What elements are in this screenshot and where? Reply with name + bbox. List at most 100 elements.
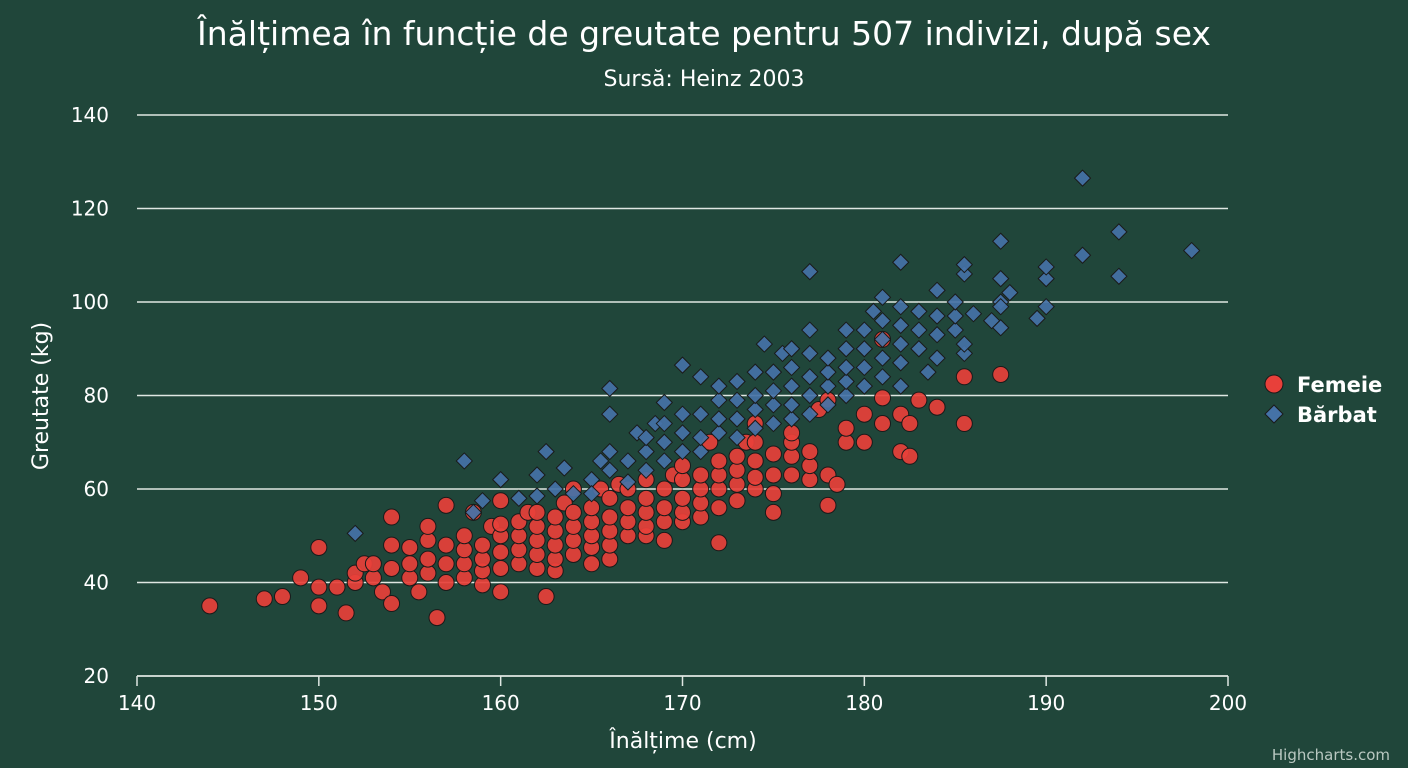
data-point-circle[interactable] (401, 538, 419, 556)
data-point-diamond[interactable] (755, 335, 774, 353)
data-point-diamond[interactable] (673, 405, 692, 423)
data-point-circle[interactable] (801, 443, 819, 461)
data-point-diamond[interactable] (1073, 246, 1092, 264)
data-point-diamond[interactable] (782, 396, 801, 414)
data-point-diamond[interactable] (673, 442, 692, 461)
data-point-circle[interactable] (928, 398, 946, 416)
data-point-circle[interactable] (310, 538, 328, 556)
data-point-diamond[interactable] (1110, 223, 1128, 241)
data-point-diamond[interactable] (564, 484, 583, 503)
data-point-diamond[interactable] (801, 321, 819, 339)
data-point-circle[interactable] (383, 595, 401, 613)
data-point-circle[interactable] (410, 583, 428, 601)
data-point-diamond[interactable] (728, 428, 746, 447)
data-point-diamond[interactable] (837, 372, 855, 391)
data-point-circle[interactable] (910, 391, 928, 409)
data-point-diamond[interactable] (891, 316, 910, 335)
data-point-circle[interactable] (955, 415, 973, 433)
data-point-diamond[interactable] (528, 487, 546, 505)
data-point-circle[interactable] (337, 604, 355, 622)
data-point-diamond[interactable] (764, 396, 783, 414)
data-point-diamond[interactable] (946, 321, 964, 339)
data-point-diamond[interactable] (928, 349, 946, 367)
data-point-diamond[interactable] (637, 428, 655, 447)
data-point-diamond[interactable] (992, 232, 1010, 250)
data-point-diamond[interactable] (728, 410, 746, 428)
data-point-diamond[interactable] (946, 307, 964, 325)
data-point-diamond[interactable] (928, 326, 946, 344)
data-point-diamond[interactable] (1001, 283, 1019, 302)
data-point-diamond[interactable] (819, 363, 837, 381)
data-point-circle[interactable] (674, 489, 691, 507)
data-point-circle[interactable] (419, 550, 437, 568)
data-point-diamond[interactable] (873, 368, 892, 386)
data-point-diamond[interactable] (601, 442, 619, 461)
data-point-diamond[interactable] (782, 377, 801, 395)
data-point-diamond[interactable] (910, 340, 928, 358)
data-point-diamond[interactable] (582, 484, 601, 503)
data-point-circle[interactable] (492, 559, 510, 577)
data-point-diamond[interactable] (710, 410, 728, 428)
data-point-diamond[interactable] (591, 452, 610, 470)
data-point-circle[interactable] (583, 555, 601, 573)
data-point-diamond[interactable] (782, 340, 801, 358)
data-point-diamond[interactable] (691, 368, 710, 386)
data-point-diamond[interactable] (473, 491, 492, 510)
data-point-diamond[interactable] (982, 311, 1001, 330)
data-point-circle[interactable] (783, 466, 801, 484)
data-point-diamond[interactable] (837, 340, 855, 358)
data-point-diamond[interactable] (746, 400, 764, 419)
data-point-circle[interactable] (874, 389, 892, 407)
data-point-circle[interactable] (764, 503, 782, 521)
data-point-diamond[interactable] (955, 344, 974, 363)
data-point-diamond[interactable] (546, 480, 564, 498)
data-point-diamond[interactable] (873, 288, 892, 307)
data-point-circle[interactable] (901, 447, 919, 465)
data-point-diamond[interactable] (655, 414, 674, 433)
data-point-diamond[interactable] (955, 265, 974, 283)
data-point-diamond[interactable] (764, 414, 783, 433)
data-point-diamond[interactable] (655, 393, 674, 412)
data-point-diamond[interactable] (801, 344, 819, 363)
data-point-diamond[interactable] (946, 293, 964, 311)
data-point-diamond[interactable] (691, 442, 710, 461)
data-point-diamond[interactable] (891, 297, 910, 316)
data-point-circle[interactable] (601, 508, 619, 526)
data-point-circle[interactable] (746, 452, 764, 470)
data-point-diamond[interactable] (782, 410, 801, 428)
data-point-diamond[interactable] (891, 253, 910, 271)
data-point-circle[interactable] (601, 489, 619, 507)
data-point-diamond[interactable] (537, 442, 555, 461)
data-point-diamond[interactable] (891, 354, 910, 372)
data-point-diamond[interactable] (855, 340, 874, 358)
data-point-circle[interactable] (328, 578, 346, 596)
data-point-circle[interactable] (564, 503, 582, 521)
data-point-circle[interactable] (764, 466, 782, 484)
data-point-diamond[interactable] (655, 452, 674, 470)
data-point-diamond[interactable] (819, 377, 837, 395)
data-point-diamond[interactable] (464, 503, 483, 522)
data-point-diamond[interactable] (1028, 309, 1046, 328)
legend-item-0[interactable]: Femeie (1264, 373, 1382, 397)
data-point-diamond[interactable] (910, 321, 928, 339)
data-point-circle[interactable] (401, 555, 419, 573)
data-point-circle[interactable] (955, 368, 973, 386)
data-point-circle[interactable] (546, 508, 564, 526)
data-point-circle[interactable] (437, 496, 455, 514)
data-point-circle[interactable] (428, 609, 446, 627)
data-point-circle[interactable] (728, 447, 746, 465)
data-point-circle[interactable] (255, 590, 273, 608)
data-point-circle[interactable] (201, 597, 219, 615)
data-point-circle[interactable] (364, 555, 382, 573)
data-point-diamond[interactable] (691, 405, 710, 423)
data-point-circle[interactable] (710, 499, 728, 517)
data-point-diamond[interactable] (491, 470, 510, 489)
legend[interactable]: Femeie Bărbat (1264, 373, 1382, 427)
data-point-circle[interactable] (528, 503, 546, 521)
data-point-diamond[interactable] (637, 442, 655, 461)
data-point-circle[interactable] (455, 527, 473, 545)
data-point-diamond[interactable] (891, 377, 910, 395)
data-point-circle[interactable] (855, 405, 873, 423)
data-point-circle[interactable] (992, 365, 1010, 383)
data-point-diamond[interactable] (873, 330, 892, 349)
